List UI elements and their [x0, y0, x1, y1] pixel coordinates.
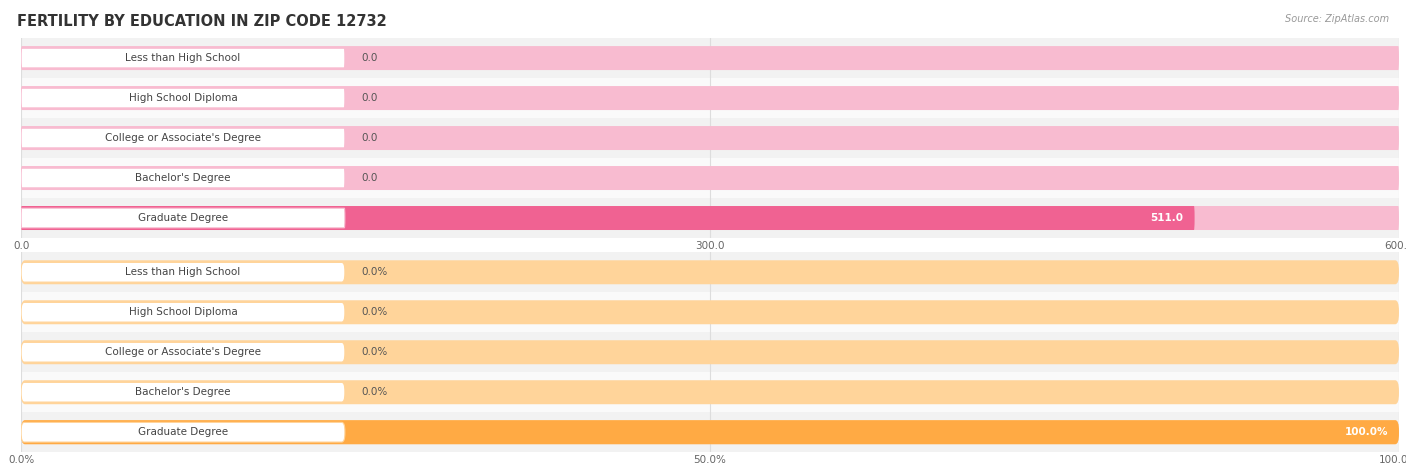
- FancyBboxPatch shape: [21, 208, 344, 228]
- Text: 511.0: 511.0: [1150, 213, 1184, 223]
- FancyBboxPatch shape: [21, 168, 344, 188]
- Bar: [21, 118, 1399, 158]
- Bar: [21, 252, 1399, 292]
- Bar: [21, 332, 1399, 372]
- FancyBboxPatch shape: [21, 380, 1399, 404]
- FancyBboxPatch shape: [21, 420, 1399, 444]
- FancyBboxPatch shape: [21, 206, 1399, 230]
- FancyBboxPatch shape: [21, 86, 1399, 110]
- FancyBboxPatch shape: [21, 420, 1399, 444]
- Text: High School Diploma: High School Diploma: [128, 307, 238, 317]
- FancyBboxPatch shape: [21, 302, 344, 322]
- FancyBboxPatch shape: [21, 166, 1399, 190]
- Bar: [21, 292, 1399, 332]
- Text: 0.0: 0.0: [361, 173, 378, 183]
- FancyBboxPatch shape: [21, 128, 344, 148]
- FancyBboxPatch shape: [21, 206, 1195, 230]
- FancyBboxPatch shape: [21, 48, 344, 68]
- Text: 0.0%: 0.0%: [361, 387, 388, 397]
- FancyBboxPatch shape: [21, 340, 1399, 364]
- FancyBboxPatch shape: [21, 300, 1399, 324]
- FancyBboxPatch shape: [21, 422, 344, 442]
- Text: Graduate Degree: Graduate Degree: [138, 427, 228, 437]
- Text: 0.0%: 0.0%: [361, 347, 388, 357]
- FancyBboxPatch shape: [21, 262, 344, 282]
- FancyBboxPatch shape: [21, 88, 344, 108]
- Text: Source: ZipAtlas.com: Source: ZipAtlas.com: [1285, 14, 1389, 24]
- Text: Less than High School: Less than High School: [125, 267, 240, 278]
- FancyBboxPatch shape: [21, 126, 1399, 150]
- FancyBboxPatch shape: [21, 342, 344, 362]
- Text: 0.0: 0.0: [361, 53, 378, 63]
- Text: Bachelor's Degree: Bachelor's Degree: [135, 387, 231, 397]
- Bar: [21, 78, 1399, 118]
- Text: 100.0%: 100.0%: [1344, 427, 1388, 437]
- Bar: [21, 412, 1399, 452]
- FancyBboxPatch shape: [21, 46, 1399, 70]
- Bar: [21, 372, 1399, 412]
- FancyBboxPatch shape: [21, 260, 1399, 284]
- Bar: [21, 198, 1399, 238]
- Text: Graduate Degree: Graduate Degree: [138, 213, 228, 223]
- Text: 0.0%: 0.0%: [361, 267, 388, 278]
- Text: 0.0%: 0.0%: [361, 307, 388, 317]
- FancyBboxPatch shape: [21, 382, 344, 402]
- Text: College or Associate's Degree: College or Associate's Degree: [105, 347, 262, 357]
- Text: High School Diploma: High School Diploma: [128, 93, 238, 103]
- Text: Bachelor's Degree: Bachelor's Degree: [135, 173, 231, 183]
- Text: 0.0: 0.0: [361, 93, 378, 103]
- Text: College or Associate's Degree: College or Associate's Degree: [105, 133, 262, 143]
- Text: FERTILITY BY EDUCATION IN ZIP CODE 12732: FERTILITY BY EDUCATION IN ZIP CODE 12732: [17, 14, 387, 30]
- Bar: [21, 38, 1399, 78]
- Text: 0.0: 0.0: [361, 133, 378, 143]
- Text: Less than High School: Less than High School: [125, 53, 240, 63]
- Bar: [21, 158, 1399, 198]
